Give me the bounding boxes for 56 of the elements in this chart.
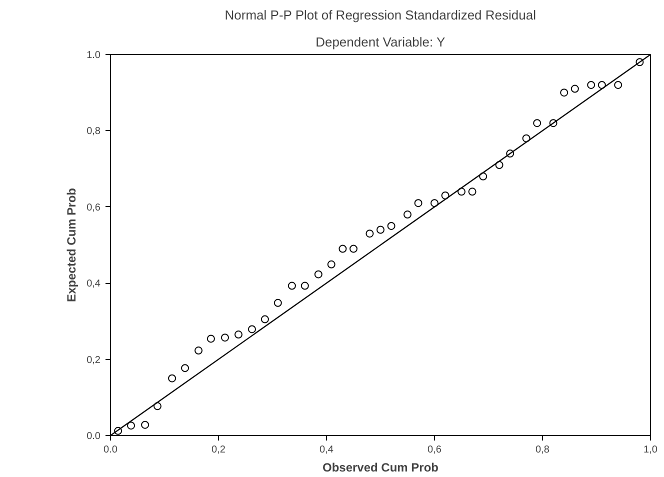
y-axis-title: Expected Cum Prob xyxy=(64,188,79,302)
point xyxy=(495,160,504,169)
point xyxy=(387,222,396,230)
point xyxy=(338,244,347,253)
chart-subtitle: Dependent Variable: Y xyxy=(316,34,446,50)
point xyxy=(114,426,122,435)
point xyxy=(153,402,162,410)
y-tick-label: 0,8 xyxy=(86,126,101,138)
point xyxy=(598,80,606,89)
point xyxy=(141,420,150,429)
point xyxy=(366,230,374,238)
point xyxy=(234,330,242,339)
point xyxy=(404,210,412,219)
y-tick-label: 0,6 xyxy=(86,202,101,214)
point xyxy=(288,282,296,290)
y-tick-label: 0.0 xyxy=(86,431,101,442)
point xyxy=(314,270,322,278)
y-tick-label: 0,4 xyxy=(86,278,101,290)
point xyxy=(636,58,644,66)
point xyxy=(274,298,282,307)
chart-title: Normal P-P Plot of Regression Standardized Residual xyxy=(224,8,536,22)
point xyxy=(376,226,384,234)
point xyxy=(430,199,438,208)
point xyxy=(522,134,530,142)
point xyxy=(127,422,136,430)
x-tick-label: 0,8 xyxy=(536,444,550,456)
point xyxy=(300,282,309,290)
x-axis-title: Observed Cum Prob xyxy=(322,460,439,474)
point xyxy=(560,88,568,97)
y-tick-label: 0,2 xyxy=(86,354,101,366)
point xyxy=(458,188,466,196)
point xyxy=(260,315,269,324)
point xyxy=(220,334,229,342)
x-tick-label: 0.0 xyxy=(104,444,118,456)
point xyxy=(206,334,215,343)
point xyxy=(570,84,579,93)
point xyxy=(441,191,450,200)
x-tick-label: 1,0 xyxy=(644,444,658,456)
point xyxy=(248,325,256,334)
point xyxy=(587,80,596,89)
x-tick-label: 0,4 xyxy=(320,444,334,456)
point xyxy=(168,374,176,382)
point xyxy=(350,244,358,253)
point xyxy=(327,260,336,268)
point xyxy=(468,188,476,196)
point xyxy=(194,346,203,355)
point xyxy=(181,364,190,372)
y-tick-label: 1.0 xyxy=(86,50,101,61)
x-tick-label: 0,2 xyxy=(212,444,226,456)
point xyxy=(614,80,622,89)
point xyxy=(506,150,514,158)
point xyxy=(414,199,422,208)
x-tick-label: 0,6 xyxy=(428,444,442,456)
point xyxy=(533,119,542,128)
point xyxy=(549,119,558,128)
point xyxy=(479,172,488,180)
